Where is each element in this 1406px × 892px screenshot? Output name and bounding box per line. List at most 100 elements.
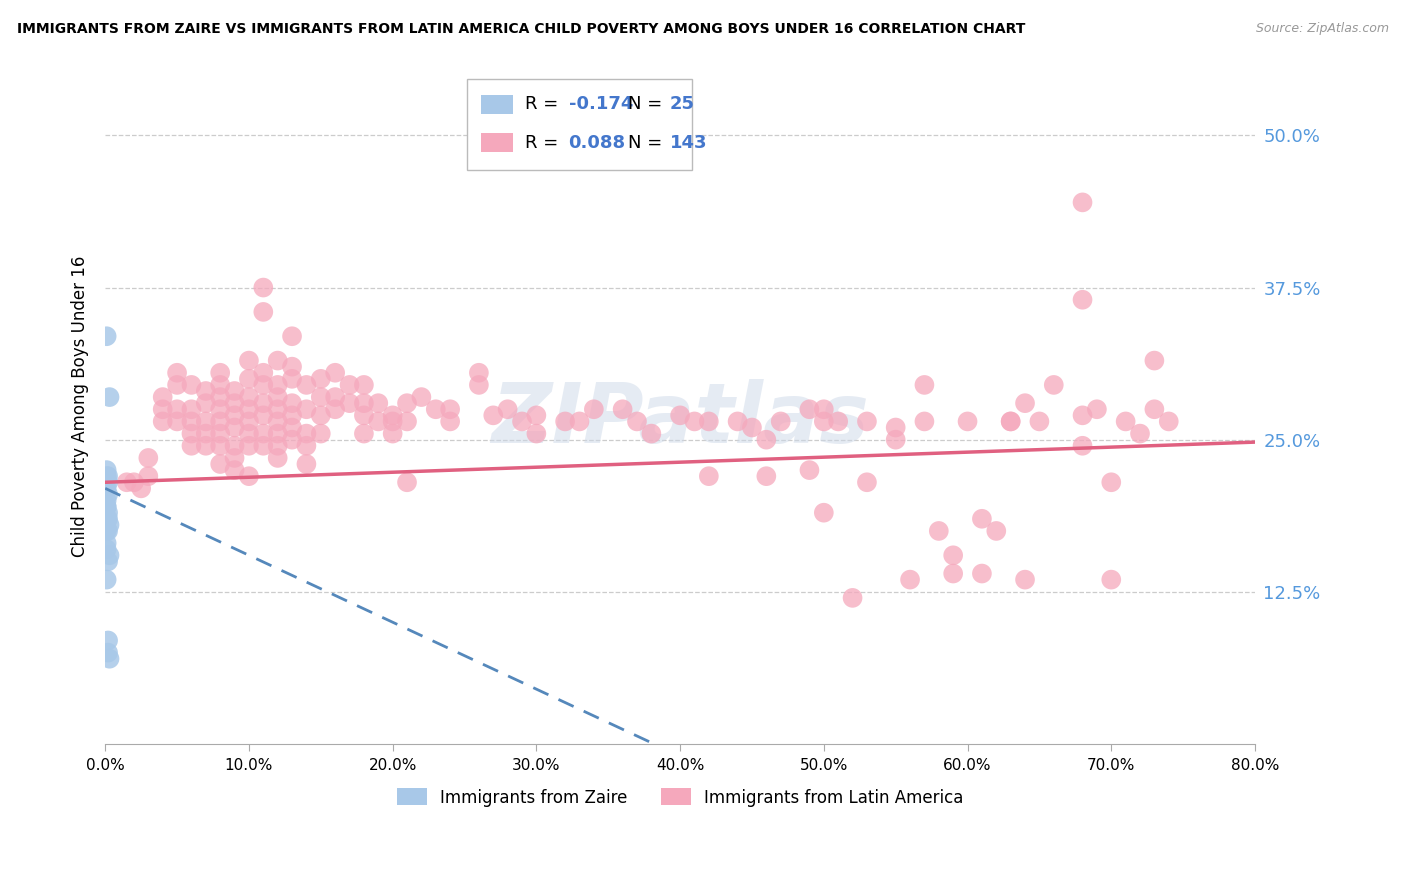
Text: 0.088: 0.088 — [568, 134, 626, 152]
FancyBboxPatch shape — [481, 95, 513, 114]
Point — [309, 390, 332, 404]
Point — [884, 433, 907, 447]
Point — [209, 402, 232, 417]
Point — [309, 426, 332, 441]
Point — [1014, 396, 1036, 410]
Point — [180, 402, 202, 417]
Point — [1099, 475, 1122, 490]
Point — [266, 402, 288, 417]
Point — [813, 402, 835, 417]
Point — [238, 353, 260, 368]
Point — [339, 378, 361, 392]
Point — [912, 378, 935, 392]
Point — [856, 475, 879, 490]
Point — [224, 439, 246, 453]
Point — [266, 414, 288, 428]
Point — [209, 426, 232, 441]
Point — [98, 549, 121, 563]
Point — [942, 566, 965, 581]
Point — [252, 409, 274, 423]
Point — [755, 469, 778, 483]
Point — [97, 524, 120, 538]
Point — [468, 378, 491, 392]
Point — [697, 469, 720, 483]
Point — [97, 646, 120, 660]
Point — [252, 366, 274, 380]
Point — [295, 378, 318, 392]
Text: Source: ZipAtlas.com: Source: ZipAtlas.com — [1256, 22, 1389, 36]
Point — [626, 414, 648, 428]
Point — [224, 420, 246, 434]
Point — [496, 402, 519, 417]
Point — [238, 469, 260, 483]
Point — [281, 396, 304, 410]
Point — [741, 420, 763, 434]
Point — [96, 469, 118, 483]
Point — [411, 390, 433, 404]
Point — [122, 475, 145, 490]
Point — [898, 573, 921, 587]
Point — [1028, 414, 1050, 428]
Point — [98, 651, 121, 665]
Point — [96, 463, 118, 477]
Point — [281, 420, 304, 434]
Point — [1085, 402, 1108, 417]
Point — [381, 409, 404, 423]
Point — [309, 409, 332, 423]
Point — [166, 414, 188, 428]
Point — [295, 402, 318, 417]
Point — [152, 414, 174, 428]
Point — [524, 409, 547, 423]
Point — [97, 487, 120, 501]
Point — [224, 384, 246, 398]
Point — [266, 426, 288, 441]
FancyBboxPatch shape — [467, 78, 692, 169]
Point — [224, 450, 246, 465]
Point — [194, 414, 217, 428]
Point — [1000, 414, 1022, 428]
Point — [281, 409, 304, 423]
Point — [238, 372, 260, 386]
Point — [224, 463, 246, 477]
Point — [252, 396, 274, 410]
Point — [281, 433, 304, 447]
Point — [353, 409, 375, 423]
Point — [129, 481, 152, 495]
Text: -0.174: -0.174 — [568, 95, 633, 113]
Point — [97, 554, 120, 568]
Point — [238, 414, 260, 428]
Point — [166, 402, 188, 417]
Point — [1115, 414, 1137, 428]
Point — [1071, 409, 1094, 423]
Point — [266, 439, 288, 453]
Point — [1157, 414, 1180, 428]
Point — [252, 280, 274, 294]
Point — [266, 378, 288, 392]
Point — [381, 414, 404, 428]
Point — [238, 402, 260, 417]
Point — [1071, 439, 1094, 453]
Point — [683, 414, 706, 428]
Point — [97, 475, 120, 490]
Point — [209, 378, 232, 392]
Point — [209, 439, 232, 453]
Point — [1099, 573, 1122, 587]
Point — [1000, 414, 1022, 428]
Point — [238, 390, 260, 404]
Point — [755, 433, 778, 447]
Text: 25: 25 — [669, 95, 695, 113]
Point — [96, 512, 118, 526]
Point — [323, 366, 346, 380]
Point — [582, 402, 605, 417]
Point — [612, 402, 634, 417]
Point — [136, 469, 159, 483]
Point — [97, 512, 120, 526]
Point — [912, 414, 935, 428]
Point — [353, 396, 375, 410]
Point — [266, 353, 288, 368]
Point — [97, 633, 120, 648]
Point — [1129, 426, 1152, 441]
Point — [439, 414, 461, 428]
Point — [96, 329, 118, 343]
Point — [524, 426, 547, 441]
